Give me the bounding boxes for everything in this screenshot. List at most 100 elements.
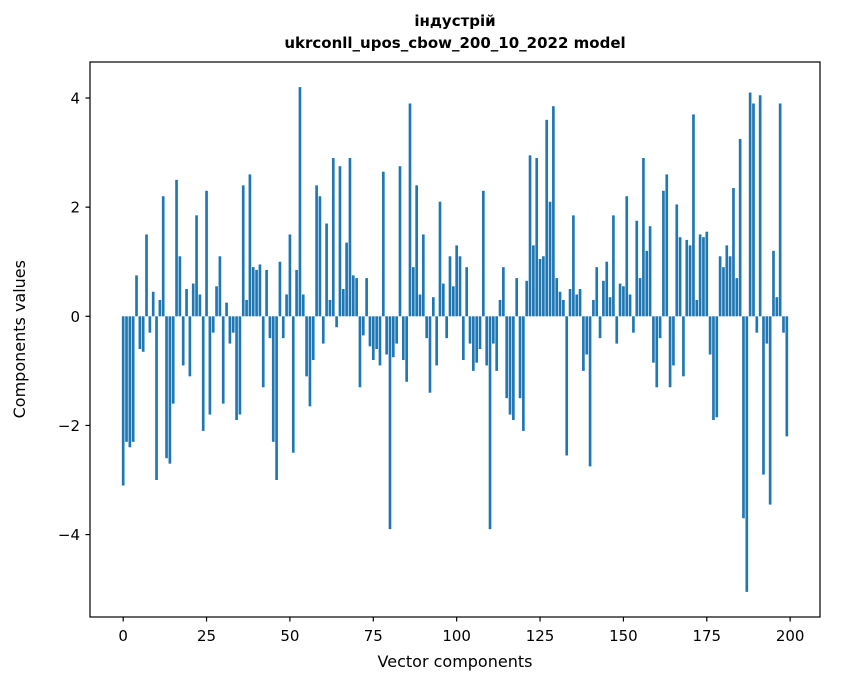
- bar: [452, 286, 455, 317]
- bar: [135, 275, 138, 317]
- x-tick-label: 150: [609, 627, 638, 645]
- bar: [255, 269, 258, 317]
- bar: [378, 316, 382, 366]
- bar: [368, 316, 372, 347]
- bar: [592, 299, 595, 317]
- bar: [245, 299, 248, 317]
- bar: [655, 316, 659, 388]
- bar: [195, 215, 198, 317]
- chart-title-word: індустрій: [414, 12, 496, 30]
- x-axis-label: Vector components: [377, 652, 533, 671]
- bar: [391, 316, 395, 358]
- bar: [348, 158, 352, 317]
- bar: [158, 299, 162, 317]
- x-tick-label: 25: [197, 627, 216, 645]
- bar: [768, 316, 772, 505]
- bar: [522, 316, 525, 431]
- bar: [228, 316, 232, 344]
- bar: [552, 106, 555, 317]
- bar: [538, 259, 542, 317]
- bar: [365, 278, 368, 317]
- bar: [528, 155, 532, 317]
- bar: [652, 316, 655, 363]
- bar: [151, 291, 155, 317]
- bar: [782, 316, 785, 333]
- bar: [775, 297, 779, 317]
- bar: [388, 316, 392, 530]
- bar: [728, 256, 732, 317]
- bar: [131, 316, 135, 442]
- bar: [215, 286, 218, 317]
- bar: [341, 289, 345, 317]
- bar: [745, 316, 749, 592]
- bar: [755, 316, 759, 333]
- bar: [288, 234, 292, 317]
- bar: [752, 103, 755, 317]
- bar: [221, 316, 225, 404]
- bar: [555, 278, 559, 317]
- bar: [238, 316, 242, 415]
- bar: [772, 250, 775, 317]
- bar: [285, 294, 288, 317]
- bar: [138, 316, 142, 350]
- bar: [758, 95, 762, 317]
- bar: [308, 316, 312, 407]
- bar: [492, 316, 495, 344]
- bar: [338, 166, 342, 317]
- bar: [181, 316, 185, 366]
- x-tick-label: 0: [118, 627, 128, 645]
- bar: [485, 316, 489, 366]
- bar: [585, 316, 589, 355]
- bar: [171, 316, 175, 404]
- bar: [568, 289, 572, 317]
- bar: [275, 316, 278, 481]
- bar: [438, 201, 442, 317]
- bar: [695, 299, 699, 317]
- x-tick-label: 175: [692, 627, 721, 645]
- bar: [278, 261, 282, 317]
- bar: [345, 242, 348, 317]
- bar: [375, 316, 378, 350]
- bar: [718, 256, 722, 317]
- bar: [582, 316, 585, 371]
- bar: [411, 267, 415, 317]
- bar: [328, 299, 332, 317]
- bar: [548, 201, 552, 317]
- x-tick-label: 50: [280, 627, 299, 645]
- bar: [355, 278, 358, 317]
- bar: [291, 316, 295, 453]
- bar: [281, 316, 285, 339]
- bar: [632, 316, 635, 333]
- bar: [408, 103, 412, 317]
- bar: [148, 316, 152, 333]
- bar: [668, 316, 672, 388]
- bar: [628, 294, 632, 317]
- bar: [692, 114, 695, 317]
- bar: [618, 283, 622, 317]
- bar: [301, 294, 305, 317]
- bar: [705, 231, 709, 317]
- bar: [175, 179, 178, 317]
- bar: [468, 316, 472, 344]
- bar: [678, 237, 682, 317]
- bar: [472, 316, 475, 371]
- bar: [578, 289, 582, 317]
- bar: [672, 316, 675, 366]
- bar: [298, 87, 302, 317]
- chart-title: індустрій ukrconll_upos_cbow_200_10_2022…: [90, 10, 820, 54]
- bar: [662, 190, 665, 317]
- y-axis-label-wrap: Components values: [6, 62, 32, 617]
- bar: [708, 316, 712, 355]
- bar: [562, 299, 565, 317]
- bar: [722, 267, 725, 317]
- bar: [201, 316, 205, 431]
- bar: [248, 174, 252, 317]
- y-tick-label: 2: [70, 199, 80, 217]
- bar: [188, 316, 192, 377]
- bar: [321, 316, 325, 344]
- bar: [608, 297, 612, 317]
- bar: [715, 316, 719, 418]
- bar: [371, 316, 375, 360]
- bar: [658, 316, 662, 339]
- bar: [198, 294, 202, 317]
